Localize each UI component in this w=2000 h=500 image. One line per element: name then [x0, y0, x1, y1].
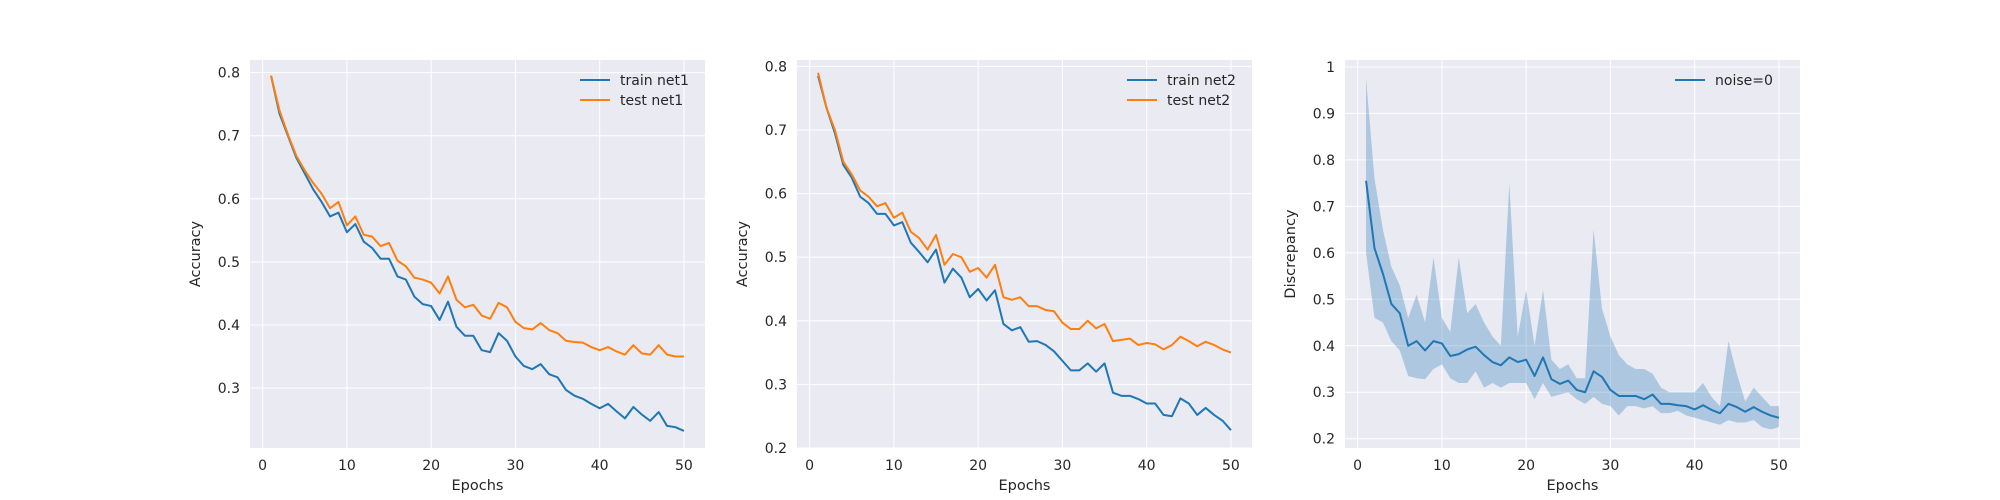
x-tick-label: 0 — [258, 458, 267, 474]
y-tick-label: 0.2 — [1313, 432, 1335, 448]
legend-label: noise=0 — [1715, 73, 1773, 89]
x-axis-label: Epochs — [999, 478, 1051, 494]
x-tick-label: 10 — [885, 458, 903, 474]
y-tick-label: 0.3 — [765, 377, 787, 393]
y-tick-label: 0.4 — [1313, 339, 1335, 355]
plot-area — [797, 60, 1252, 448]
y-tick-label: 0.5 — [218, 255, 240, 271]
y-tick-label: 0.7 — [765, 123, 787, 139]
y-tick-label: 0.9 — [1313, 106, 1335, 122]
x-tick-label: 30 — [1602, 458, 1620, 474]
legend: train net1 test net1 — [580, 73, 689, 109]
x-tick-label: 0 — [1353, 458, 1362, 474]
x-tick-label: 40 — [591, 458, 609, 474]
y-tick-label: 0.8 — [218, 66, 240, 82]
x-tick-label: 10 — [338, 458, 356, 474]
x-tick-label: 20 — [969, 458, 987, 474]
series-line-noise-0 — [1365, 180, 1780, 419]
x-tick-label: 30 — [1054, 458, 1072, 474]
plot-area — [1345, 60, 1800, 448]
x-axis-label: Epochs — [452, 478, 504, 494]
y-tick-label: 0.6 — [765, 187, 787, 203]
x-tick-label: 0 — [805, 458, 814, 474]
chart-panel-2: 0 10 20 30 40 50 0.2 0.3 0.4 0.5 0.6 0.7 0.8 Epochs Ac… — [735, 59, 1252, 494]
series-line-test-net1 — [270, 75, 684, 358]
chart-panel-3: 0 10 20 30 40 50 0.2 0.3 0.4 0.5 0.6 0.7 0.8 0.9 1 Epoc… — [1283, 60, 1800, 494]
y-axis-label: Accuracy — [735, 220, 751, 287]
y-tick-label: 0.7 — [1313, 199, 1335, 215]
legend-label: test net2 — [1167, 93, 1230, 109]
confidence-band — [1366, 78, 1779, 430]
x-tick-label: 50 — [675, 458, 693, 474]
x-tick-label: 50 — [1222, 458, 1240, 474]
y-tick-label: 0.7 — [218, 129, 240, 145]
x-tick-label: 40 — [1138, 458, 1156, 474]
y-tick-label: 0.4 — [765, 314, 787, 330]
x-tick-label: 30 — [507, 458, 525, 474]
y-tick-label: 0.8 — [1313, 153, 1335, 169]
x-tick-label: 20 — [422, 458, 440, 474]
y-tick-label: 0.6 — [1313, 246, 1335, 262]
y-axis-label: Accuracy — [188, 220, 204, 287]
legend-label: train net1 — [620, 73, 689, 89]
legend-label: train net2 — [1167, 73, 1236, 89]
legend-label: test net1 — [620, 93, 683, 109]
series-line-train-net1 — [270, 75, 685, 432]
y-tick-label: 0.4 — [218, 318, 240, 334]
x-tick-label: 50 — [1770, 458, 1788, 474]
x-axis-label: Epochs — [1547, 478, 1599, 494]
y-tick-label: 0.3 — [1313, 385, 1335, 401]
legend: noise=0 — [1675, 73, 1773, 89]
x-tick-label: 10 — [1433, 458, 1451, 474]
legend: train net2 test net2 — [1127, 73, 1236, 109]
y-axis-label: Discrepancy — [1283, 209, 1299, 299]
y-tick-label: 0.6 — [218, 192, 240, 208]
x-tick-label: 20 — [1517, 458, 1535, 474]
series-line-test-net2 — [817, 72, 1232, 354]
y-tick-label: 0.5 — [765, 250, 787, 266]
y-tick-label: 0.8 — [765, 59, 787, 75]
plot-area — [250, 60, 705, 448]
series-line-train-net2 — [817, 75, 1232, 431]
y-tick-label: 0.3 — [218, 381, 240, 397]
x-tick-label: 40 — [1686, 458, 1704, 474]
chart-panel-1: 0 10 20 30 40 50 0.3 0.4 0.5 0.6 0.7 0.8 Epochs Accur… — [188, 60, 705, 494]
y-tick-label: 0.5 — [1313, 292, 1335, 308]
y-tick-label: 0.2 — [765, 441, 787, 457]
y-tick-label: 1 — [1326, 60, 1335, 76]
